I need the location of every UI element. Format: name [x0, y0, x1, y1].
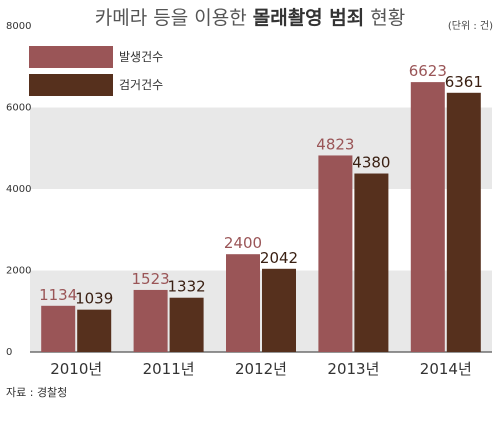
value-label-arrest: 6361: [445, 73, 483, 91]
x-category-label: 2012년: [235, 360, 287, 378]
y-tick-label: 8000: [6, 21, 31, 32]
bar-occurrence: [410, 82, 445, 353]
bar-arrest: [262, 268, 296, 352]
legend: 발생건수 검거건수: [29, 46, 163, 96]
legend-swatch-occurrence: [29, 46, 113, 68]
title-suffix: 현황: [364, 7, 405, 29]
bar-occurrence: [226, 254, 260, 352]
bar-arrest: [77, 309, 112, 352]
x-category-label: 2011년: [143, 360, 195, 378]
bar-occurrence: [133, 289, 168, 352]
value-label-occurrence: 4823: [316, 135, 354, 153]
title-prefix: 카메라 등을 이용한: [95, 7, 253, 29]
bar-arrest: [446, 92, 481, 353]
unit-label: (단위 : 건): [448, 19, 493, 32]
value-label-arrest: 4380: [352, 154, 390, 172]
value-label-occurrence: 6623: [409, 62, 447, 80]
bar-arrest: [169, 297, 204, 352]
y-axis-ticks: 0 2000 4000 6000 8000: [6, 21, 31, 358]
x-category-label: 2013년: [327, 360, 379, 378]
bar-occurrence: [318, 155, 353, 352]
x-category-label: 2010년: [50, 360, 102, 378]
y-tick-label: 2000: [6, 266, 31, 277]
bar-arrest: [354, 173, 389, 352]
value-label-occurrence: 1134: [39, 286, 77, 304]
value-label-arrest: 2042: [260, 249, 298, 267]
source-note: 자료 : 경찰청: [6, 386, 67, 399]
y-tick-label: 6000: [6, 103, 31, 114]
legend-swatch-arrest: [29, 74, 113, 96]
chart-title: 카메라 등을 이용한 몰래촬영 범죄 현황: [95, 7, 405, 29]
legend-label-arrest: 검거건수: [119, 78, 163, 92]
value-label-arrest: 1332: [168, 278, 206, 296]
value-label-occurrence: 1523: [132, 270, 170, 288]
legend-label-occurrence: 발생건수: [119, 50, 163, 64]
title-bold: 몰래촬영 범죄: [253, 7, 365, 29]
y-tick-label: 0: [6, 347, 12, 358]
x-category-label: 2014년: [420, 360, 472, 378]
x-axis-categories: 2010년 2011년 2012년 2013년 2014년: [50, 360, 472, 378]
y-tick-label: 4000: [6, 184, 31, 195]
bar-group: [41, 82, 481, 353]
value-label-arrest: 1039: [75, 290, 113, 308]
value-label-occurrence: 2400: [224, 234, 262, 252]
bar-occurrence: [41, 305, 76, 352]
